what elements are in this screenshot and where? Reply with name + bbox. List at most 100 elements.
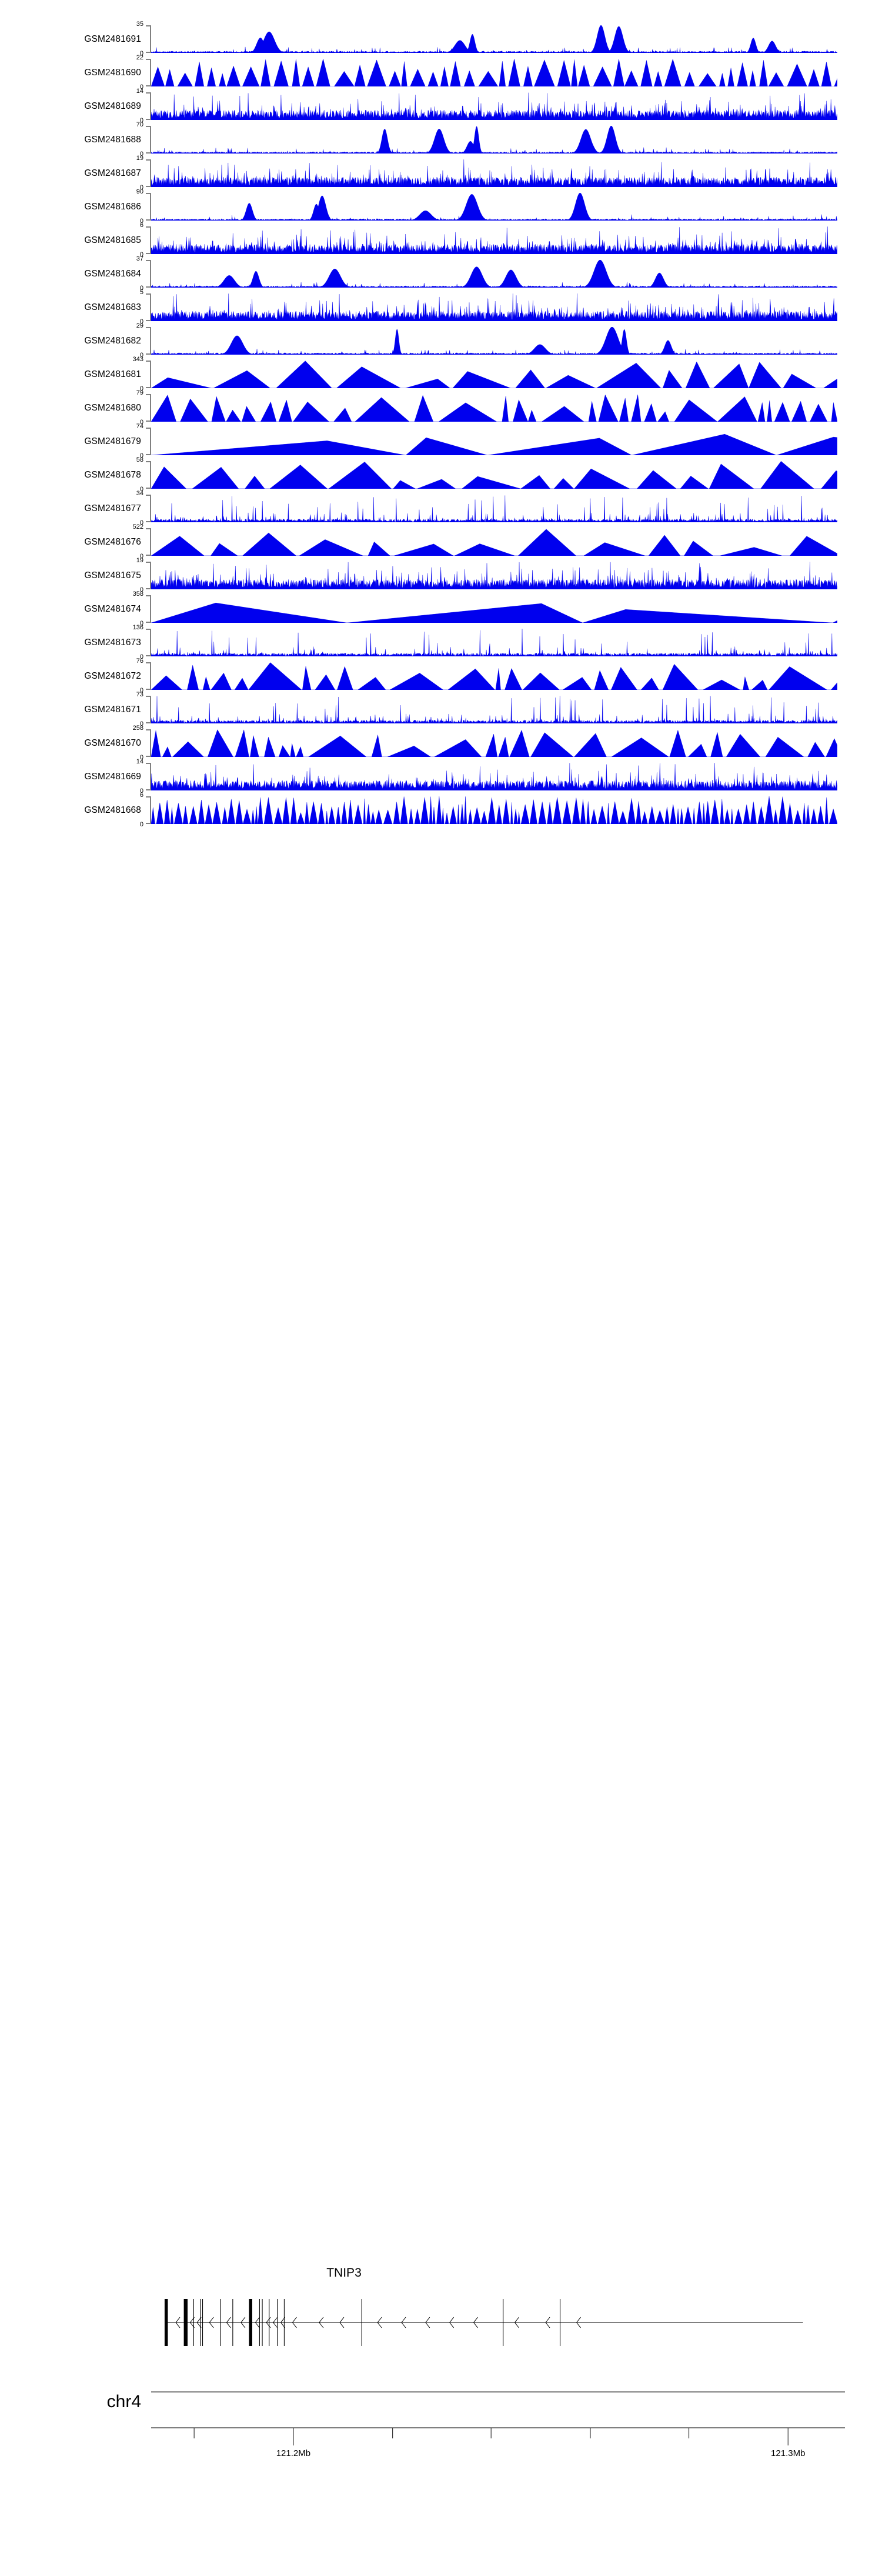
axis-tick-max <box>146 528 151 529</box>
coverage-track-gsm2481685[interactable]: GSM2481685 6 0 <box>0 222 882 258</box>
genomic-coordinate-axis[interactable]: 121.2Mb 121.3Mb <box>145 2379 851 2485</box>
coverage-plot-area[interactable] <box>151 696 837 723</box>
coverage-track-gsm2481675[interactable]: GSM2481675 19 0 <box>0 557 882 593</box>
track-label: GSM2481673 <box>84 637 141 648</box>
axis-min-value: 0 <box>139 687 143 694</box>
coverage-plot-area[interactable] <box>151 528 837 556</box>
track-y-axis: 79 0 <box>136 389 151 426</box>
coverage-plot-area[interactable] <box>151 92 837 120</box>
coverage-track-gsm2481688[interactable]: GSM2481688 70 0 <box>0 121 882 158</box>
axis-line <box>150 293 151 321</box>
coverage-plot-area[interactable] <box>151 428 837 455</box>
axis-tick-max <box>146 327 151 328</box>
coverage-plot-area[interactable] <box>151 159 837 187</box>
coverage-track-gsm2481672[interactable]: GSM2481672 76 0 <box>0 658 882 694</box>
coverage-track-gsm2481669[interactable]: GSM2481669 14 0 <box>0 758 882 795</box>
axis-min-value: 0 <box>139 352 143 359</box>
axis-min-value: 0 <box>139 788 143 795</box>
track-y-axis: 58 0 <box>136 456 151 493</box>
axis-tick-min <box>146 689 151 690</box>
strand-arrow-icon <box>514 2317 519 2328</box>
track-label: GSM2481686 <box>84 201 141 212</box>
coverage-signal-path <box>151 126 837 154</box>
coverage-signal-path <box>151 293 837 321</box>
coverage-plot-area[interactable] <box>151 327 837 355</box>
axis-tick-min <box>146 286 151 288</box>
axis-max-value: 79 <box>136 389 143 396</box>
coverage-track-gsm2481686[interactable]: GSM2481686 90 0 <box>0 188 882 225</box>
axis-tick-min <box>146 85 151 86</box>
coverage-plot-area[interactable] <box>151 293 837 321</box>
coverage-plot-area[interactable] <box>151 495 837 522</box>
coverage-plot-area[interactable] <box>151 595 837 623</box>
coverage-plot-area[interactable] <box>151 59 837 86</box>
axis-tick-min <box>146 823 151 824</box>
coverage-track-gsm2481684[interactable]: GSM2481684 37 0 <box>0 255 882 292</box>
axis-tick-max <box>146 126 151 127</box>
coverage-plot-area[interactable] <box>151 260 837 288</box>
axis-line <box>150 327 151 355</box>
track-y-axis: 19 0 <box>136 557 151 593</box>
coverage-track-gsm2481668[interactable]: GSM2481668 6 0 <box>0 792 882 828</box>
track-label: GSM2481682 <box>84 335 141 346</box>
coverage-track-gsm2481691[interactable]: GSM2481691 35 0 <box>0 21 882 57</box>
axis-line <box>150 629 151 656</box>
coverage-track-gsm2481681[interactable]: GSM2481681 343 0 <box>0 356 882 392</box>
axis-max-value: 358 <box>132 590 143 598</box>
gene-annotation-track[interactable]: TNIP3 <box>0 2261 882 2364</box>
strand-arrow-icon <box>339 2317 345 2328</box>
axis-tick-max <box>146 763 151 764</box>
coverage-track-gsm2481690[interactable]: GSM2481690 22 0 <box>0 54 882 91</box>
coverage-plot-area[interactable] <box>151 729 837 757</box>
axis-tick-max <box>146 662 151 663</box>
coverage-track-gsm2481673[interactable]: GSM2481673 136 0 <box>0 624 882 660</box>
axis-min-value: 0 <box>139 218 143 225</box>
axis-tick-min <box>146 622 151 623</box>
coverage-plot-area[interactable] <box>151 126 837 154</box>
coverage-plot-area[interactable] <box>151 461 837 489</box>
coverage-plot-area[interactable] <box>151 662 837 690</box>
coverage-track-gsm2481682[interactable]: GSM2481682 29 0 <box>0 322 882 359</box>
coverage-track-gsm2481671[interactable]: GSM2481671 73 0 <box>0 691 882 728</box>
coverage-track-gsm2481680[interactable]: GSM2481680 79 0 <box>0 389 882 426</box>
coverage-plot-area[interactable] <box>151 226 837 254</box>
coverage-plot-area[interactable] <box>151 25 837 53</box>
coverage-track-gsm2481670[interactable]: GSM2481670 258 0 <box>0 725 882 761</box>
axis-line <box>150 59 151 86</box>
coverage-signal-path <box>151 327 837 355</box>
axis-min-value: 0 <box>139 620 143 627</box>
track-label: GSM2481691 <box>84 34 141 44</box>
track-label: GSM2481689 <box>84 101 141 111</box>
coverage-track-gsm2481676[interactable]: GSM2481676 522 0 <box>0 523 882 560</box>
coverage-track-gsm2481689[interactable]: GSM2481689 14 0 <box>0 88 882 124</box>
axis-tick-max <box>146 25 151 26</box>
coverage-plot-area[interactable] <box>151 361 837 388</box>
coverage-plot-area[interactable] <box>151 763 837 790</box>
axis-tick-max <box>146 729 151 730</box>
axis-min-value: 0 <box>139 452 143 459</box>
axis-max-value: 522 <box>132 523 143 530</box>
axis-max-value: 29 <box>136 322 143 329</box>
coverage-track-gsm2481683[interactable]: GSM2481683 5 0 <box>0 289 882 325</box>
axis-tick-min <box>146 253 151 254</box>
strand-arrow-icon <box>377 2317 382 2328</box>
axis-tick-max <box>146 796 151 798</box>
coverage-plot-area[interactable] <box>151 629 837 656</box>
coverage-plot-area[interactable] <box>151 796 837 824</box>
axis-max-value: 90 <box>136 188 143 195</box>
coverage-track-gsm2481674[interactable]: GSM2481674 358 0 <box>0 590 882 627</box>
axis-tick-min <box>146 353 151 355</box>
axis-tick-max <box>146 394 151 395</box>
coverage-track-gsm2481687[interactable]: GSM2481687 19 0 <box>0 155 882 191</box>
coverage-plot-area[interactable] <box>151 394 837 422</box>
coverage-track-gsm2481677[interactable]: GSM2481677 34 0 <box>0 490 882 526</box>
axis-tick-min <box>146 588 151 589</box>
coverage-signal-path <box>151 193 837 221</box>
track-label: GSM2481680 <box>84 402 141 413</box>
coverage-plot-area[interactable] <box>151 562 837 589</box>
coverage-plot-area[interactable] <box>151 193 837 221</box>
axis-tick-min <box>146 320 151 321</box>
coverage-track-gsm2481678[interactable]: GSM2481678 58 0 <box>0 456 882 493</box>
coverage-track-gsm2481679[interactable]: GSM2481679 74 0 <box>0 423 882 459</box>
axis-min-value: 0 <box>139 653 143 660</box>
